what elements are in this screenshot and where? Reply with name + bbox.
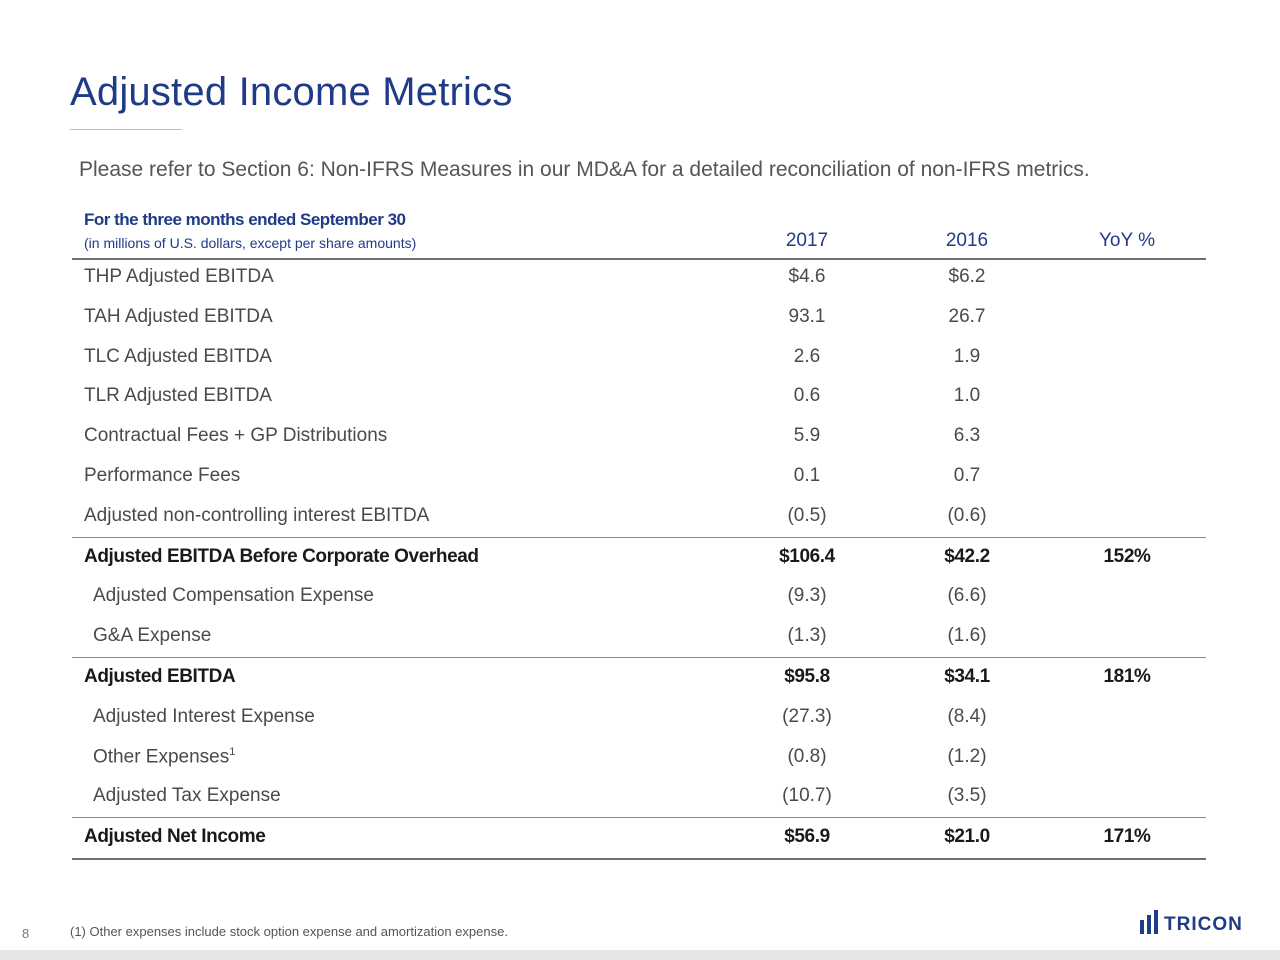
table-row: Adjusted Tax Expense (10.7) (3.5) [72,777,1206,817]
table-row: Adjusted Compensation Expense (9.3) (6.6… [72,577,1206,617]
value-2017: $106.4 [779,545,835,567]
table-row: Contractual Fees + GP Distributions 5.9 … [72,417,1206,457]
row-label: TLC Adjusted EBITDA [84,345,272,367]
value-2017: (27.3) [782,705,832,727]
column-header-2016: 2016 [945,230,989,251]
value-2017: $4.6 [788,266,826,287]
footnote-marker: 1 [229,745,236,758]
units-label: (in millions of U.S. dollars, except per… [84,235,417,251]
row-label: Adjusted non-controlling interest EBITDA [84,504,430,526]
value-2017: 2.6 [793,345,821,367]
value-2016: 1.0 [953,385,981,407]
value-2016: (1.2) [947,745,987,767]
value-2017: (1.3) [787,625,827,647]
logo-text: TRICON [1164,914,1243,935]
value-yoy: 181% [1103,665,1151,687]
value-2017: 0.6 [793,385,821,407]
value-2016: (3.5) [947,785,987,807]
value-2017: (9.3) [787,585,827,607]
value-2017: 0.1 [793,464,821,486]
value-2016: 26.7 [948,305,986,327]
row-label: Performance Fees [84,464,241,486]
table-row: Performance Fees 0.1 0.7 [72,457,1206,497]
value-2017: $95.8 [784,665,830,687]
total-row: Adjusted Net Income $56.9 $21.0 171% [72,817,1206,860]
value-2017: (0.8) [787,745,827,767]
table-row: Other Expenses1 (0.8) (1.2) [72,738,1206,778]
value-2016: $34.1 [944,665,990,687]
intro-text: Please refer to Section 6: Non-IFRS Meas… [79,158,1090,181]
table-row: TLC Adjusted EBITDA 2.6 1.9 [72,338,1206,378]
page-title: Adjusted Income Metrics [70,70,513,114]
value-2016: 1.9 [953,345,981,367]
logo-bars-icon [1140,910,1158,934]
table-row: TLR Adjusted EBITDA 0.6 1.0 [72,377,1206,417]
subtotal-row: Adjusted EBITDA Before Corporate Overhea… [72,536,1206,578]
row-label: TLR Adjusted EBITDA [84,385,272,407]
value-2016: (8.4) [947,705,987,727]
row-label: Adjusted Interest Expense [93,705,315,727]
row-label: Contractual Fees + GP Distributions [84,425,388,447]
table-row: Adjusted non-controlling interest EBITDA… [72,497,1206,537]
value-2017: 93.1 [788,305,826,327]
value-yoy: 152% [1103,545,1151,567]
value-2016: (1.6) [947,625,987,647]
value-2016: $21.0 [944,826,990,848]
table-header: For the three months ended September 30 … [72,208,1206,260]
value-yoy: 171% [1103,826,1151,848]
metrics-table-body: THP Adjusted EBITDA $4.6 $6.2 TAH Adjust… [72,258,1206,860]
row-label: Other Expenses1 [93,746,235,768]
table-row: TAH Adjusted EBITDA 93.1 26.7 [72,298,1206,338]
tricon-logo: TRICON [1140,908,1243,934]
column-header-yoy: YoY % [1099,230,1155,251]
table-row: THP Adjusted EBITDA $4.6 $6.2 [72,258,1206,298]
row-label: G&A Expense [93,625,212,647]
table-row: G&A Expense (1.3) (1.6) [72,617,1206,657]
value-2016: 6.3 [953,425,981,447]
value-2017: $56.9 [784,826,830,848]
row-label-text: Other Expenses [93,745,230,767]
value-2017: (0.5) [787,504,827,526]
table-row: Adjusted Interest Expense (27.3) (8.4) [72,698,1206,738]
value-2017: 5.9 [793,425,821,447]
period-label: For the three months ended September 30 [84,210,406,229]
row-label: Adjusted Compensation Expense [93,585,374,607]
value-2017: (10.7) [782,785,832,807]
subtotal-row: Adjusted EBITDA $95.8 $34.1 181% [72,656,1206,698]
row-label: TAH Adjusted EBITDA [84,305,273,327]
row-label: Adjusted Net Income [84,826,266,848]
footnote: (1) Other expenses include stock option … [70,924,508,939]
value-2016: 0.7 [953,464,981,486]
row-label: Adjusted EBITDA [84,665,236,687]
bottom-band [0,950,1280,960]
page-number: 8 [22,926,30,941]
title-underline [70,129,182,130]
row-label: Adjusted EBITDA Before Corporate Overhea… [84,545,479,567]
row-label: THP Adjusted EBITDA [84,266,274,287]
value-2016: (0.6) [947,504,987,526]
value-2016: $42.2 [944,545,990,567]
value-2016: $6.2 [948,266,986,287]
value-2016: (6.6) [947,585,987,607]
column-header-2017: 2017 [785,230,829,251]
row-label: Adjusted Tax Expense [93,785,281,807]
